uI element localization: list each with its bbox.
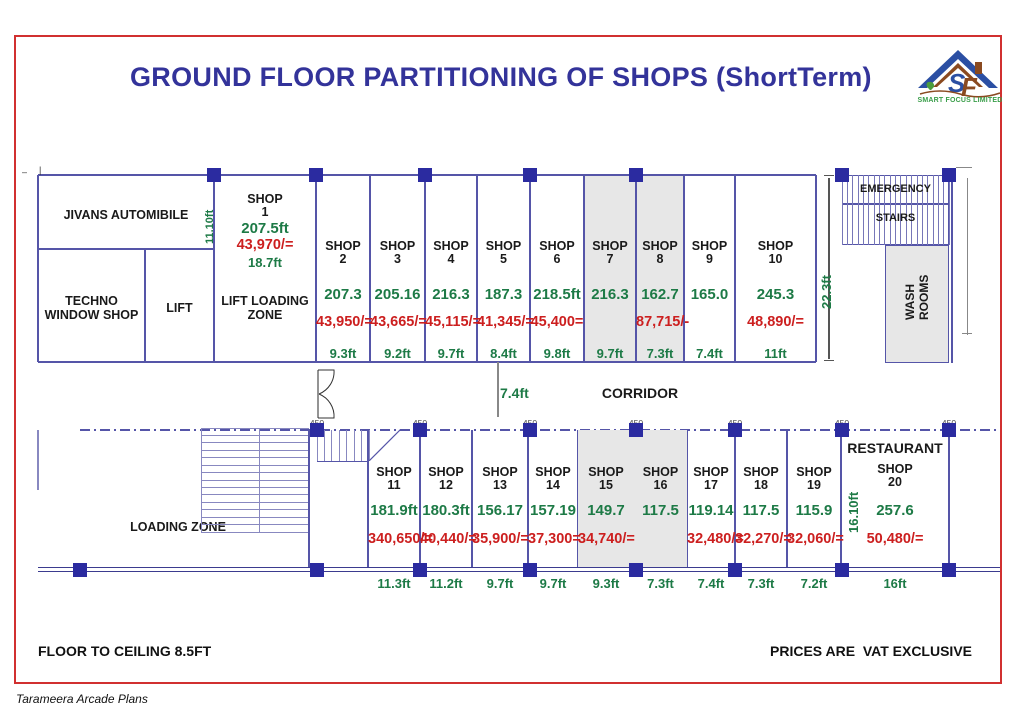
svg-text:F: F: [961, 72, 978, 98]
